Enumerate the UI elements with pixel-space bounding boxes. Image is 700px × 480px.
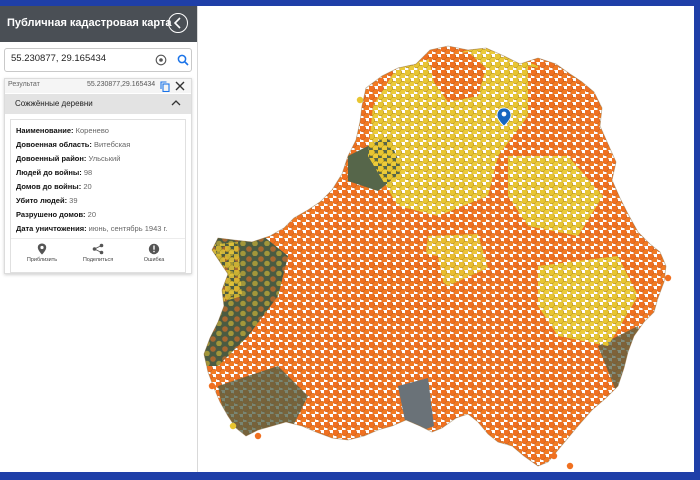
info-row: Довоенный район: Ульський (16, 154, 121, 163)
target-icon[interactable] (155, 54, 167, 66)
terrain-patch-south (398, 378, 434, 436)
belarus-region (204, 46, 666, 466)
section-title: Сожжённые деревни (15, 99, 93, 108)
share-icon (92, 243, 104, 255)
terrain-patch-south-west (218, 366, 308, 436)
collapse-panel-button[interactable] (168, 13, 188, 33)
coordinate-search-box[interactable] (4, 48, 192, 72)
panel-title: Публичная кадастровая карта (7, 17, 172, 29)
info-row: Довоенная область: Витебская (16, 140, 131, 149)
village-info-box: Наименование: Коренево Довоенная область… (10, 119, 186, 273)
burned-villages-section-header[interactable]: Сожжённые деревни (5, 94, 191, 114)
error-icon (148, 243, 160, 255)
side-panel: Публичная кадастровая карта Результат 55… (0, 6, 198, 472)
yellow-markers-east (538, 256, 638, 346)
report-error-button[interactable]: Ошибка (129, 243, 179, 263)
map-canvas[interactable] (198, 6, 694, 472)
result-card: Результат 55.230877,29.165434 Сожжённые … (4, 78, 192, 274)
yellow-markers-north-east (508, 156, 603, 236)
orange-markers-north (428, 52, 486, 102)
bottom-frame-border (0, 472, 700, 480)
search-icon[interactable] (177, 54, 189, 66)
zoom-to-button[interactable]: Приблизить (17, 243, 67, 263)
result-label: Результат (8, 81, 40, 88)
info-row: Убито людей: 39 (16, 196, 78, 205)
info-row: Людей до войны: 98 (16, 168, 93, 177)
coordinate-search-input[interactable] (11, 53, 141, 64)
action-bar: Приблизить Поделиться (11, 238, 185, 273)
yellow-markers-west (204, 242, 242, 306)
close-icon[interactable] (175, 81, 185, 91)
share-label: Поделиться (82, 257, 114, 263)
orange-markers-center (358, 246, 448, 326)
map-pin-icon[interactable] (496, 107, 512, 127)
chevron-up-icon[interactable] (171, 99, 181, 107)
info-row: Наименование: Коренево (16, 126, 109, 135)
share-button[interactable]: Поделиться (73, 243, 123, 263)
info-row: Дата уничтожения: июнь, сентябрь 1943 г. (16, 224, 168, 233)
top-frame-border (0, 0, 700, 6)
panel-header: Публичная кадастровая карта (0, 6, 197, 42)
copy-icon[interactable] (160, 81, 170, 92)
result-row: Результат 55.230877,29.165434 (5, 79, 191, 93)
info-row: Домов до войны: 20 (16, 182, 92, 191)
map-svg[interactable] (198, 6, 694, 472)
zoom-to-label: Приблизить (26, 257, 58, 263)
report-error-label: Ошибка (143, 257, 165, 263)
result-coordinates: 55.230877,29.165434 (87, 81, 156, 88)
location-pin-icon (37, 243, 47, 255)
right-frame-border (694, 0, 700, 480)
chevron-left-icon (173, 17, 181, 29)
yellow-markers-north (368, 46, 538, 216)
sparse-markers (208, 96, 672, 470)
info-row: Разрушено домов: 20 (16, 210, 96, 219)
